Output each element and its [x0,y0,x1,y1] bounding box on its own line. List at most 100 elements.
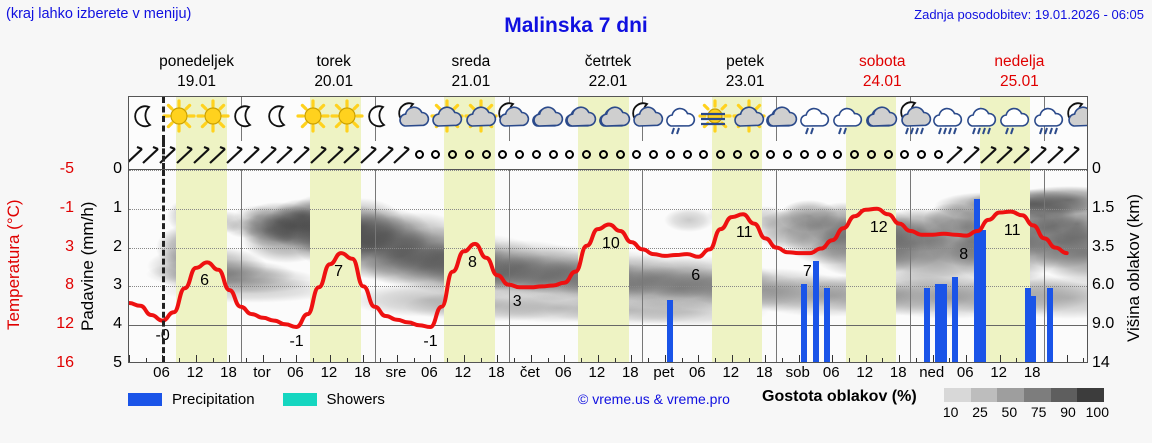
moon-icon [260,99,300,139]
cloud-icon [595,99,635,139]
calm-wind-marker [615,150,625,159]
calm-wind-marker [749,150,759,159]
gridline [129,170,1087,172]
page-title: Malinska 7 dni [504,14,648,37]
precipitation-bar [1046,288,1053,362]
location-menu-note[interactable]: (kraj lahko izberete v meniju) [6,6,192,22]
x-tick-label: 12 [320,364,338,381]
precipitation-bar [979,230,986,362]
current-time-marker [162,141,166,169]
axis-tick-label: -1 [59,198,74,216]
axis-tick [1066,355,1068,362]
cloud-density-scale-labels: 10 25 50 75 90 100 [936,404,1112,422]
day-header-petek: petek 23.01 [677,52,814,94]
day-name: torek [316,53,351,70]
axis-tick [246,358,248,362]
x-tick-label: sob [785,364,810,381]
moon-cloud-icon [494,99,534,139]
wind-barb [392,144,414,169]
axis-tick [497,355,499,362]
axis-tick [313,358,315,362]
calm-wind-marker [598,150,608,159]
axis-tick [564,355,566,362]
fog-sun-icon [695,99,735,139]
gridline [129,208,1087,211]
wind-barb [945,144,967,169]
calm-wind-marker [431,150,441,159]
axis-tick-label: 1.5 [1092,198,1115,216]
wind-barb [208,144,230,169]
daylight-band [712,170,763,362]
precipitation-swatch [128,392,162,406]
wind-barb [129,144,147,169]
x-tick-label: 06 [153,364,170,381]
day-date: 19.01 [177,73,216,90]
axis-tick [212,358,214,362]
wind-barb-row [128,141,1088,169]
temperature-value-label: 6 [691,266,701,284]
precipitation-bar [812,261,819,362]
day-date: 20.01 [314,73,354,90]
wind-barb [225,144,247,169]
axis-tick [380,358,382,362]
sun-icon [159,99,199,139]
axis-tick [514,358,516,362]
calm-wind-marker [531,150,541,159]
temperature-value-label: 11 [1003,221,1021,239]
precipitation-legend: Precipitation Showers [128,388,385,410]
precipitation-bar [935,284,942,362]
x-tick-label: 12 [722,364,740,381]
moon-cloud-icon [1063,99,1087,139]
day-date: 25.01 [1000,73,1039,90]
cloud-drizzle-icon [662,99,702,139]
day-name: četrtek [584,53,632,70]
axis-tick [731,355,733,362]
day-separator [642,170,644,362]
day-name: nedelja [994,53,1045,70]
wind-barb [242,144,264,169]
cloud-density-legend-title: Gostota oblakov (%) [762,388,917,405]
axis-tick [932,355,934,362]
sun-icon [293,99,333,139]
precipitation-bar [924,288,931,362]
cloud-rain-icon [963,99,1003,139]
calm-wind-marker [548,150,558,159]
axis-tick [480,358,482,362]
axis-tick-label: 12 [56,315,74,333]
day-header-row: ponedeljek 19.01 torek 20.01 sreda 21.01 četrt… [128,52,1088,94]
cloud-density-scale-label: 100 [1085,404,1109,420]
axis-tick-label: 6.0 [1092,276,1115,294]
cloud-density-scale-label: 25 [972,404,988,420]
wind-barb [175,144,197,169]
day-separator [1044,170,1046,362]
cloud-icon [528,99,568,139]
cloud-density-scale-label: 10 [942,404,959,420]
x-tick-label: 12 [856,364,874,381]
day-header-torek: torek 20.01 [265,52,402,94]
calm-wind-marker [833,150,843,159]
cloud-density-swatch [1050,388,1078,402]
current-time-marker [162,97,166,141]
x-tick-label: sre [385,364,407,381]
calm-wind-marker [498,150,508,159]
axis-tick [631,355,633,362]
temperature-value-label: 11 [735,224,753,242]
cloud-drizzle-icon [796,99,836,139]
cloud-rain-icon [929,99,969,139]
last-update-label: Zadnja posodobitev: 19.01.2026 - 06:05 [914,7,1144,22]
precipitation-bar [801,284,808,362]
axis-tick [899,355,901,362]
gridline [129,325,1087,327]
axis-tick [195,355,197,362]
day-name: petek [726,53,765,70]
cloud-density-swatch [944,388,971,402]
axis-tick-label: 0 [113,160,122,177]
x-tick-label: 12 [588,364,606,381]
cloud-density-scale-label: 75 [1030,404,1047,420]
axis-tick [765,355,767,362]
credit-link[interactable]: © vreme.us & vreme.pro [578,391,730,407]
axis-tick [179,358,181,362]
axis-tick [129,355,130,362]
calm-wind-marker [933,150,943,159]
meteogram-plot[interactable]: -0 6 -1 7 -1 8 3 10 6 11 7 12 8 11 [128,169,1088,363]
